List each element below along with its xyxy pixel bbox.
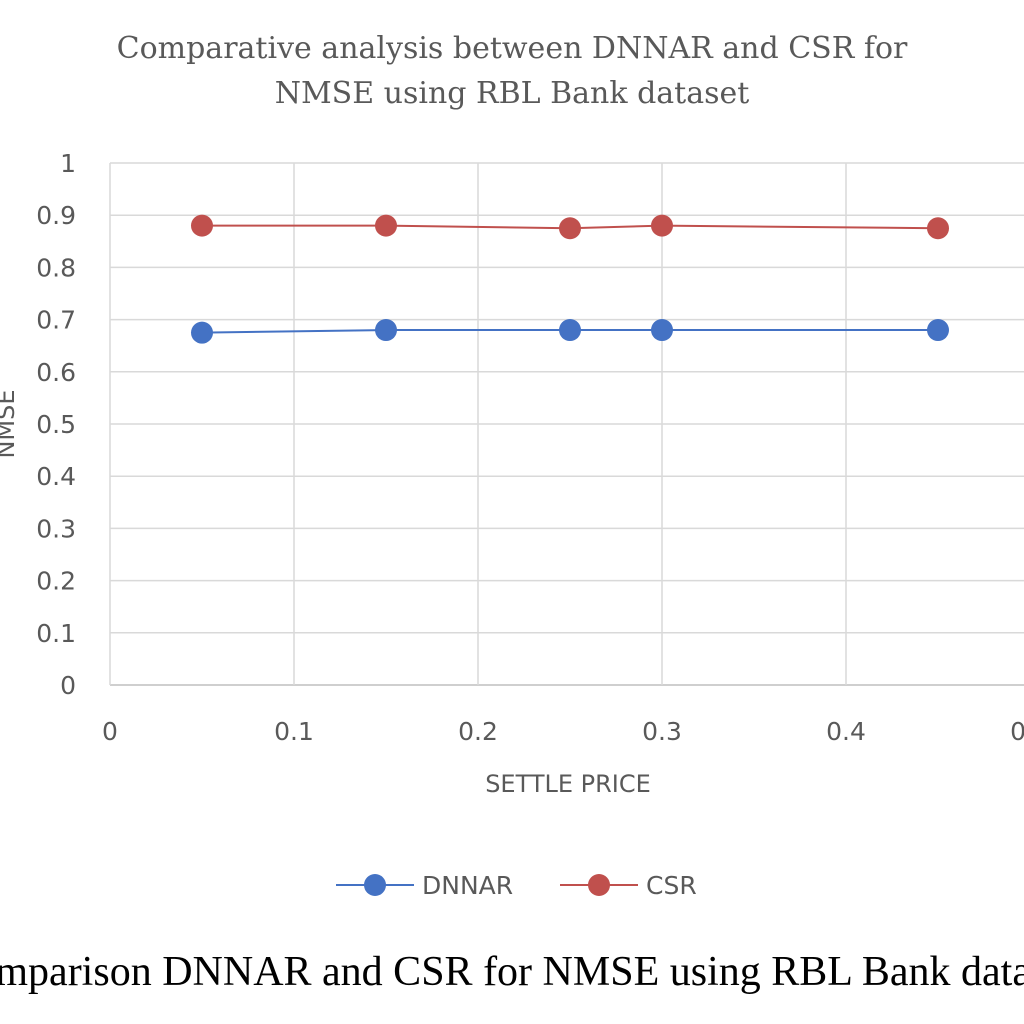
data-point-dnnar	[191, 321, 213, 344]
y-tick-label: 0.6	[36, 358, 76, 387]
legend-swatch-marker	[364, 874, 386, 896]
data-point-dnnar	[375, 319, 397, 342]
legend-label: DNNAR	[422, 871, 513, 900]
data-point-dnnar	[927, 319, 949, 342]
series-csr	[191, 214, 949, 240]
x-tick-label: 0.1	[274, 717, 314, 746]
y-tick-labels: 0 0.1 0.2 0.3 0.4 0.5 0.6 0.7 0.8 0.9 1	[36, 149, 76, 700]
chart-title-line: Comparative analysis between DNNAR and C…	[117, 31, 908, 66]
series-layer	[191, 214, 949, 344]
grid	[109, 162, 1024, 686]
x-tick-labels: 0 0.1 0.2 0.3 0.4 0.5	[102, 717, 1024, 746]
chart-title: Comparative analysis between DNNAR and C…	[117, 31, 908, 111]
data-point-csr	[927, 217, 949, 240]
x-tick-label: 0.5	[1010, 717, 1024, 746]
figure-caption: Comparison DNNAR and CSR for NMSE using …	[0, 949, 1024, 995]
y-tick-label: 0.8	[36, 253, 76, 282]
y-tick-label: 0.2	[36, 567, 76, 596]
y-tick-label: 0	[60, 671, 76, 700]
legend-item-dnnar: DNNAR	[336, 871, 513, 900]
data-point-dnnar	[651, 319, 673, 342]
x-tick-label: 0.3	[642, 717, 682, 746]
data-point-csr	[559, 217, 581, 240]
x-axis-label: SETTLE PRICE	[485, 770, 651, 798]
x-tick-label: 0.2	[458, 717, 498, 746]
y-tick-label: 0.9	[36, 201, 76, 230]
x-tick-label: 0	[102, 717, 118, 746]
y-tick-label: 0.5	[36, 410, 76, 439]
legend-swatch-marker	[588, 874, 610, 896]
data-point-csr	[191, 214, 213, 237]
y-tick-label: 0.3	[36, 514, 76, 543]
series-dnnar	[191, 319, 949, 344]
y-tick-label: 0.4	[36, 462, 76, 491]
x-tick-label: 0.4	[826, 717, 866, 746]
chart-title-line: NMSE using RBL Bank dataset	[275, 76, 750, 111]
legend-label: CSR	[646, 871, 697, 900]
data-point-csr	[375, 214, 397, 237]
data-point-dnnar	[559, 319, 581, 342]
y-axis-label: NMSE	[0, 389, 20, 458]
legend-item-csr: CSR	[560, 871, 697, 900]
y-tick-label: 0.7	[36, 306, 76, 335]
data-point-csr	[651, 214, 673, 237]
legend: DNNAR CSR	[336, 871, 697, 900]
y-tick-label: 0.1	[36, 619, 76, 648]
y-tick-label: 1	[60, 149, 76, 178]
